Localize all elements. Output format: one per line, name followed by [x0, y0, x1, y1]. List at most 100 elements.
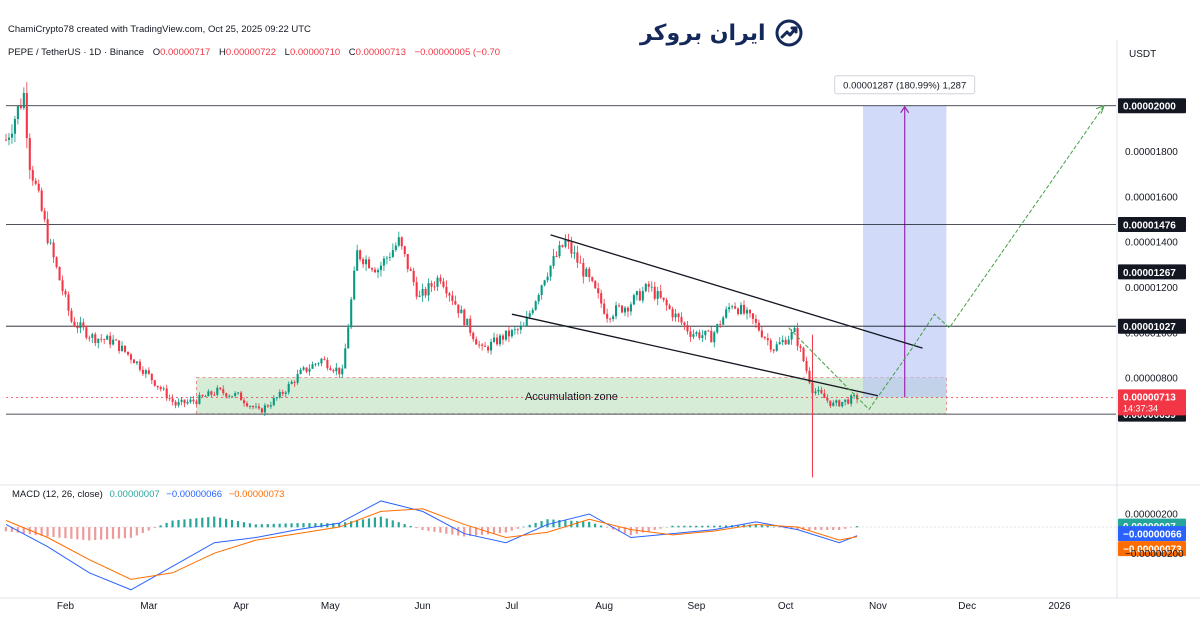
- macd-hist-bar: [421, 527, 424, 530]
- candle-body: [698, 332, 701, 338]
- candle-body: [597, 288, 600, 294]
- macd-hist-bar: [195, 518, 198, 528]
- macd-hist-bar: [433, 527, 436, 532]
- candle-body: [37, 183, 40, 191]
- candle-body: [745, 309, 749, 314]
- candle-body: [52, 242, 55, 258]
- candle-body: [463, 309, 466, 326]
- macd-hist-bar: [659, 527, 662, 529]
- macd-hist-value: 0.00000007: [109, 489, 160, 500]
- macd-hist-bar: [4, 527, 7, 532]
- candle-body: [558, 245, 561, 257]
- macd-hist-bar: [219, 517, 222, 528]
- candle-body: [40, 190, 43, 211]
- candle-body: [814, 391, 817, 394]
- macd-legend[interactable]: MACD (12, 26, close) 0.00000007 −0.00000…: [12, 489, 284, 500]
- candle-body: [269, 405, 272, 407]
- candle-body: [70, 310, 73, 322]
- candle-body: [231, 395, 234, 397]
- candle-body: [153, 380, 156, 386]
- macd-hist-bar: [486, 527, 490, 535]
- candle-body: [677, 313, 680, 318]
- candle-body: [85, 327, 88, 338]
- projection-path: [788, 105, 1105, 411]
- candle-body: [121, 345, 124, 352]
- candle-body: [650, 286, 653, 288]
- candle-body: [329, 368, 332, 371]
- macd-hist-bar: [242, 522, 246, 528]
- candle-body: [308, 368, 311, 372]
- candle-body: [373, 269, 377, 273]
- trendline-upper: [550, 234, 923, 349]
- price-tick-label: 0.00000200: [1125, 510, 1178, 521]
- macd-hist-bar: [272, 523, 275, 528]
- macd-hist-bar: [385, 518, 388, 528]
- candle-body: [710, 330, 713, 343]
- macd-hist-bar: [290, 523, 293, 528]
- candle-body: [109, 335, 112, 345]
- candle-body: [829, 400, 832, 406]
- candle-body: [22, 92, 25, 109]
- candle-body: [150, 373, 153, 381]
- time-tick-label: Jun: [415, 601, 431, 612]
- candle-body: [739, 304, 743, 314]
- candle-body: [91, 334, 94, 338]
- candle-body: [787, 339, 790, 345]
- macd-hist-bar: [159, 525, 162, 528]
- price-badge: [1118, 216, 1186, 232]
- candle-body: [493, 337, 496, 342]
- candle-body: [234, 393, 237, 396]
- candle-body: [162, 388, 165, 390]
- macd-hist-bar: [748, 524, 751, 528]
- candle-body: [171, 398, 174, 402]
- candle-body: [34, 180, 37, 184]
- candle-body: [668, 305, 671, 309]
- macd-hist-bar: [647, 527, 650, 532]
- candle-body: [418, 295, 421, 297]
- candle-body: [207, 391, 210, 397]
- candle-body: [582, 262, 585, 277]
- measure-label-box: [834, 75, 976, 95]
- candle-body: [838, 400, 841, 407]
- candle-body: [204, 396, 207, 397]
- candle-body: [546, 276, 549, 281]
- candle-body: [844, 399, 847, 402]
- macd-hist-bar: [141, 527, 144, 533]
- macd-hist-bar: [754, 524, 757, 528]
- candle-body: [805, 361, 808, 371]
- macd-badge: [1118, 541, 1186, 557]
- candle-body: [43, 210, 46, 220]
- candle-body: [88, 337, 91, 339]
- candle-body: [501, 335, 505, 340]
- candle-body: [454, 301, 457, 305]
- candle-body: [16, 105, 19, 120]
- candle-body: [403, 246, 406, 254]
- macd-hist-bar: [760, 525, 763, 528]
- macd-hist-bar: [40, 527, 43, 536]
- price-badge: [1118, 98, 1186, 114]
- candle-body: [442, 281, 445, 287]
- candle-body: [177, 401, 180, 406]
- price-badge-label: 0.00001476: [1123, 220, 1176, 231]
- candle-body: [606, 313, 609, 319]
- time-tick-label: Oct: [778, 601, 794, 612]
- candle-body: [695, 332, 698, 335]
- candle-body: [507, 330, 510, 337]
- candle-body: [445, 286, 448, 294]
- macd-hist-bar: [546, 519, 549, 528]
- candle-body: [713, 332, 716, 343]
- symbol-legend[interactable]: PEPE / TetherUS · 1D · Binance O0.000007…: [8, 47, 500, 58]
- candle-body: [368, 259, 371, 269]
- candle-body: [251, 406, 255, 408]
- candle-body: [118, 340, 121, 352]
- currency-label[interactable]: USDT: [1129, 49, 1157, 60]
- candle-body: [457, 304, 460, 314]
- macd-hist-bar: [814, 527, 817, 530]
- candle-body: [573, 252, 576, 254]
- macd-hist-bar: [355, 520, 359, 528]
- candle-body: [112, 339, 115, 345]
- candle-body: [647, 283, 650, 287]
- price-tick-label: 0.00001400: [1125, 238, 1178, 249]
- signal-line: [5, 508, 858, 580]
